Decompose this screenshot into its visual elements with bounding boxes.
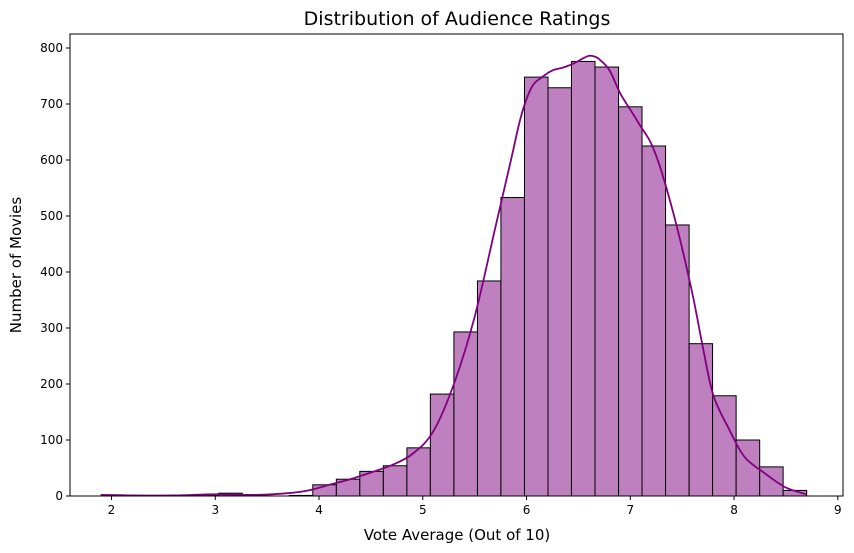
histogram-bar	[523, 76, 549, 497]
histogram-bar	[594, 66, 620, 497]
y-tick-label: 400	[40, 265, 63, 279]
y-tick-label: 800	[40, 41, 63, 55]
histogram-bar	[712, 395, 737, 497]
x-tick-label: 3	[211, 503, 219, 517]
histogram-bar	[547, 87, 572, 497]
chart-title: Distribution of Audience Ratings	[304, 8, 611, 30]
histogram-bar	[476, 280, 502, 497]
y-tick-label: 0	[55, 489, 63, 503]
y-tick-label: 200	[40, 377, 63, 391]
y-tick-label: 300	[40, 321, 63, 335]
histogram-bar	[570, 60, 596, 497]
x-tick-label: 4	[315, 503, 323, 517]
x-tick-label: 5	[419, 503, 427, 517]
y-tick-label: 500	[40, 209, 63, 223]
y-tick-label: 600	[40, 153, 63, 167]
histogram-bar	[382, 465, 408, 497]
x-tick-label: 7	[626, 503, 634, 517]
x-tick-label: 9	[834, 503, 842, 517]
y-axis: 0 100 200 300 400 500 600 700 800	[40, 41, 70, 503]
y-tick-label: 700	[40, 97, 63, 111]
x-tick-label: 2	[108, 503, 116, 517]
x-tick-label: 6	[523, 503, 531, 517]
y-axis-label: Number of Movies	[7, 197, 25, 334]
histogram-bar	[641, 145, 667, 497]
histogram-bar	[453, 331, 478, 497]
kde-curve	[101, 54, 807, 497]
histogram-bars	[100, 60, 808, 497]
x-tick-label: 8	[730, 503, 738, 517]
histogram-bar	[429, 393, 455, 497]
x-axis: 2 3 4 5 6 7 8 9	[108, 496, 842, 517]
plot-area	[69, 33, 844, 497]
histogram-bar	[500, 197, 525, 497]
histogram-bar	[618, 106, 643, 497]
y-tick-label: 100	[40, 433, 63, 447]
x-axis-label: Vote Average (Out of 10)	[364, 526, 551, 544]
histogram-bar	[688, 343, 714, 497]
